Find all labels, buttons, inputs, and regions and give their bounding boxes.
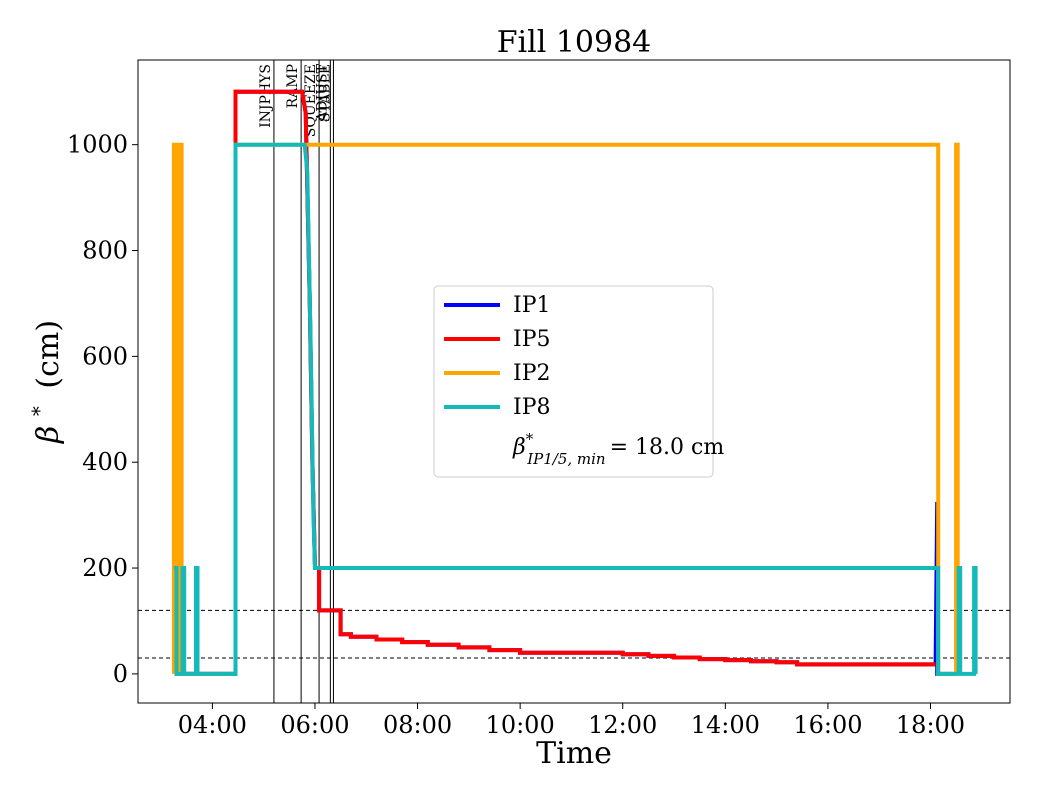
series-line-ip8 <box>173 142 978 676</box>
y-tick-label: 600 <box>82 342 128 370</box>
series-group <box>171 89 978 676</box>
legend-annotation-sub: IP1/5, min <box>526 450 605 468</box>
phase-label-ramp: RAMP <box>285 64 301 108</box>
y-tick-label: 800 <box>82 237 128 265</box>
legend-label-ip8: IP8 <box>513 395 551 420</box>
x-tick-label: 12:00 <box>588 711 657 739</box>
y-tick-label: 1000 <box>67 131 128 159</box>
x-axis-title: Time <box>536 736 612 771</box>
x-tick-label: 18:00 <box>896 711 965 739</box>
x-tick-label: 10:00 <box>486 711 555 739</box>
legend-annotation-value: = 18.0 cm <box>610 435 725 460</box>
y-axis-unit: (cm) <box>31 320 66 389</box>
y-tick-label: 200 <box>82 554 128 582</box>
legend-annotation: β* IP1/5, min = 18.0 cm <box>512 430 724 468</box>
phase-label-adjust: ADJUST <box>314 63 330 122</box>
legend-label-ip5: IP5 <box>513 327 551 352</box>
x-tick-label: 08:00 <box>383 711 452 739</box>
y-tick-label: 0 <box>113 660 128 688</box>
tick-layer: 04:00 06:00 08:00 10:00 12:00 14:00 16:00 18:00… <box>67 131 965 739</box>
y-axis-symbol: β <box>31 426 66 444</box>
x-tick-label: 06:00 <box>280 711 349 739</box>
legend: IP1 IP5 IP2 IP8 β* IP1/5, min = 18.0 cm <box>433 285 724 478</box>
legend-annotation-symbol: β <box>512 435 526 460</box>
chart-title: Fill 10984 <box>497 25 652 60</box>
x-tick-label: 14:00 <box>691 711 760 739</box>
plot-frame <box>137 59 1011 704</box>
y-axis-title: β * (cm) <box>19 320 66 444</box>
y-axis-sup: * <box>27 406 51 416</box>
legend-box <box>433 285 714 478</box>
legend-annotation-sup: * <box>526 430 534 448</box>
y-tick-label: 400 <box>82 448 128 476</box>
legend-label-ip1: IP1 <box>513 293 551 318</box>
legend-label-ip2: IP2 <box>513 361 551 386</box>
phase-label-stable: STABLE <box>317 64 333 122</box>
phase-label-injphys: INJPHYS <box>258 64 274 128</box>
x-tick-label: 04:00 <box>178 711 247 739</box>
x-tick-label: 16:00 <box>793 711 862 739</box>
